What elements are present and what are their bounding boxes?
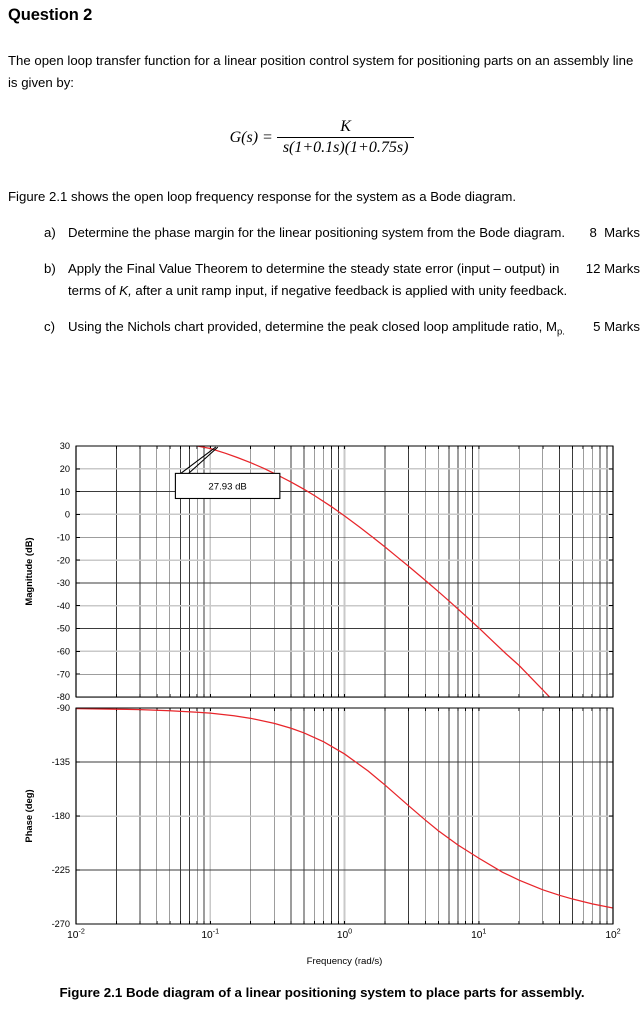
question-text-a: Determine the phase margin for the linea…: [68, 225, 565, 240]
figure-reference-text: Figure 2.1 shows the open loop frequency…: [8, 189, 517, 204]
open-loop-magnitude: [197, 446, 551, 697]
question-marks-b: 12 Marks: [585, 260, 640, 276]
transfer-function-equation: G(s) = K s(1+0.1s)(1+0.75s): [0, 118, 644, 157]
question-body-b: 12 Marks Apply the Final Value Theorem to…: [68, 258, 640, 303]
x-axis-title: Frequency (rad/s): [307, 956, 383, 967]
x-tick-label: 101: [471, 927, 486, 942]
bode-figure: 30 20 10 0 -10 -20 -30 -40 -50 -60 -70 -80 27.93 dB…: [0, 428, 644, 968]
question-marker-a: a): [44, 225, 56, 240]
magnitude-annotation-label: 27.93 dB: [208, 482, 246, 493]
question-body-c: 5 Marks Using the Nichols chart provided,…: [68, 316, 640, 344]
phase-axis-labels: -90 -135 -180 -225 -270: [52, 703, 70, 929]
y-tick-label: -90: [57, 703, 70, 713]
question-marker-b: b): [44, 260, 56, 276]
question-text-c-part1: Using the Nichols chart provided, determ…: [68, 318, 557, 334]
equation-fraction: K s(1+0.1s)(1+0.75s): [276, 118, 415, 157]
axis-titles: Frequency (rad/s) Magnitude (dB) Phase (de…: [23, 537, 382, 967]
y-tick-label: -180: [52, 811, 70, 821]
y-tick-label: -50: [57, 624, 70, 634]
intro-paragraph: The open loop transfer function for a li…: [8, 53, 634, 90]
question-item-c: c) 5 Marks Using the Nichols chart provid…: [8, 316, 640, 344]
y-tick-label: -30: [57, 578, 70, 588]
magnitude-axis-title: Magnitude (dB): [23, 537, 34, 605]
question-item-a: a) 8 Marks Determine the phase margin for…: [8, 222, 640, 245]
x-tick-label: 102: [605, 927, 620, 942]
magnitude-minor-gridlines: [116, 446, 608, 697]
question-list: a) 8 Marks Determine the phase margin for…: [8, 222, 640, 357]
magnitude-axis-labels: 30 20 10 0 -10 -20 -30 -40 -50 -60 -70 -80: [57, 441, 70, 702]
question-item-b: b) 12 Marks Apply the Final Value Theorem…: [8, 258, 640, 303]
y-tick-label: 20: [60, 464, 70, 474]
question-body-a: 8 Marks Determine the phase margin for th…: [68, 222, 640, 245]
question-marker-c: c): [44, 318, 55, 334]
equation-numerator: K: [340, 118, 351, 135]
page-title: Question 2: [8, 6, 93, 24]
y-tick-label: -40: [57, 601, 70, 611]
x-tick-label: 100: [337, 927, 352, 942]
y-tick-label: 10: [60, 487, 70, 497]
question-marks-c: 5 Marks: [593, 318, 640, 334]
y-tick-label: -70: [57, 669, 70, 679]
y-tick-label: -60: [57, 647, 70, 657]
question-text-b-part1: Apply the Final Value Theorem to determi…: [68, 260, 560, 299]
y-tick-label: -225: [52, 865, 70, 875]
fraction-bar: [276, 137, 415, 138]
question-marks-a: 8 Marks: [589, 225, 640, 240]
y-tick-label: -10: [57, 532, 70, 542]
question-text-b-italic: K,: [119, 283, 132, 298]
phase-axis-title: Phase (deg): [23, 789, 34, 842]
y-tick-label: 0: [65, 510, 70, 520]
magnitude-plot-frame: [75, 445, 614, 698]
x-tick-label: 10-1: [201, 927, 219, 942]
x-tick-label: 10-2: [67, 927, 85, 942]
y-tick-label: -80: [57, 692, 70, 702]
equation-denominator: s(1+0.1s)(1+0.75s): [282, 139, 409, 156]
figure-caption: Figure 2.1 Bode diagram of a linear posi…: [59, 985, 585, 1000]
magnitude-curve-group: [197, 446, 551, 697]
phase-curve-group: [76, 708, 613, 909]
y-tick-label: -135: [52, 757, 70, 767]
y-tick-label: -20: [57, 555, 70, 565]
question-text-b-part2: after a unit ramp input, if negative fee…: [131, 283, 568, 298]
y-tick-label: -270: [52, 919, 70, 929]
y-tick-label: 30: [60, 441, 70, 451]
magnitude-annotation-group: 27.93 dB: [174, 446, 281, 500]
equation-lhs: G(s) =: [229, 128, 273, 146]
frequency-axis-tick-labels: 10-2 10-1 100 101 102: [67, 927, 621, 942]
phase-plot-frame: [75, 707, 614, 925]
open-loop-phase: [76, 708, 613, 909]
question-text-c-subscript: p.: [556, 326, 565, 338]
